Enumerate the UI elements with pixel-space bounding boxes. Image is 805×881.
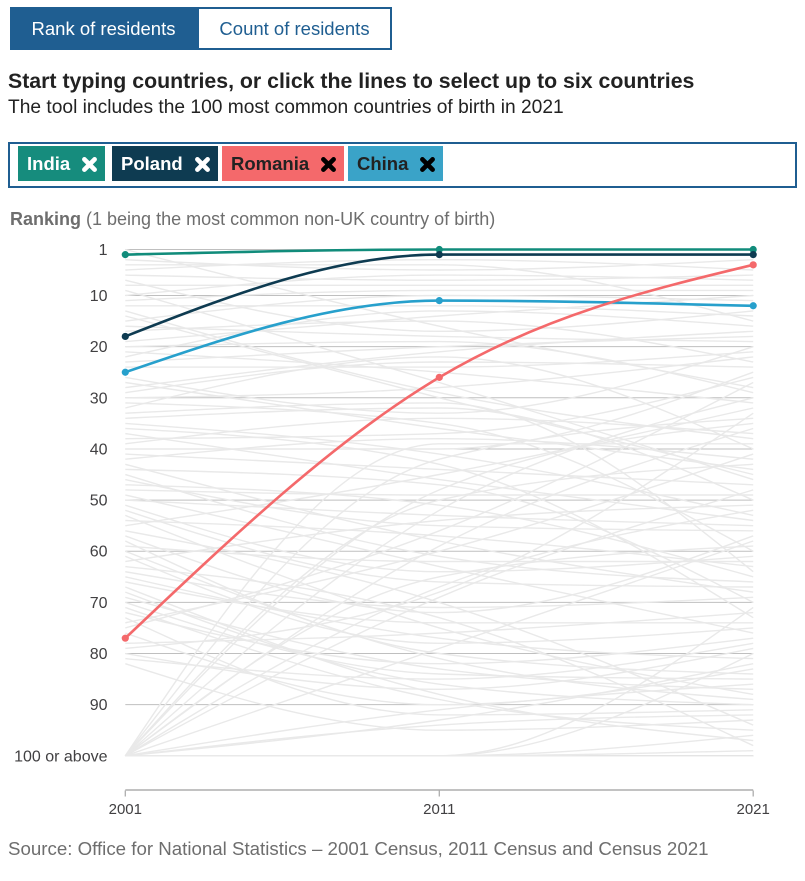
- svg-text:100 or above: 100 or above: [14, 748, 108, 765]
- svg-text:2021: 2021: [737, 801, 770, 818]
- svg-text:80: 80: [90, 646, 108, 663]
- svg-text:10: 10: [90, 288, 108, 305]
- svg-text:50: 50: [90, 493, 108, 510]
- svg-text:40: 40: [90, 442, 108, 459]
- svg-text:90: 90: [90, 697, 108, 714]
- svg-text:60: 60: [90, 544, 108, 561]
- svg-text:20: 20: [90, 339, 108, 356]
- svg-text:2011: 2011: [423, 801, 455, 818]
- svg-text:2001: 2001: [109, 801, 142, 818]
- svg-text:1: 1: [99, 242, 108, 259]
- svg-text:70: 70: [90, 595, 108, 612]
- svg-text:30: 30: [90, 390, 108, 407]
